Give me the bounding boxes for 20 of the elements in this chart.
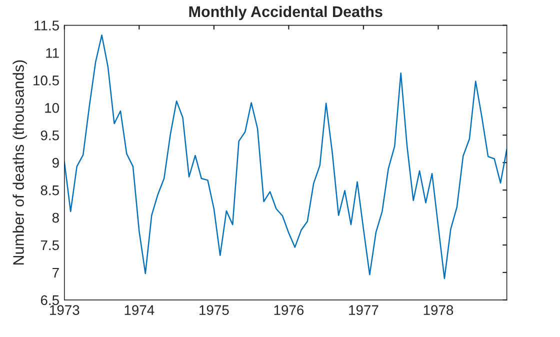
y-tick-label: 6.5 [40, 295, 59, 306]
x-tick-label: 1978 [424, 305, 454, 315]
y-tick-label: 9.5 [40, 130, 59, 140]
y-tick-label: 8.5 [40, 185, 59, 196]
x-tick-label: 1977 [349, 305, 378, 315]
x-tick-label: 1976 [274, 305, 304, 315]
y-tick-label: 11 [46, 48, 59, 58]
y-tick-label: 8 [52, 212, 59, 223]
y-tick-label: 7 [52, 268, 59, 278]
x-tick-label: 1975 [200, 305, 229, 315]
x-tick-label: 1973 [50, 305, 80, 315]
y-tick-label: 10.5 [34, 76, 59, 86]
chart-title: Monthly Accidental Deaths [189, 6, 382, 20]
x-tick-label: 1974 [124, 305, 154, 315]
y-tick-label: 10 [45, 103, 59, 113]
y-tick-label: 9 [52, 158, 59, 168]
y-axis-title: Number of deaths (thousands) [12, 60, 27, 265]
y-tick-label: 7.5 [40, 240, 59, 250]
line-series [64, 34, 507, 280]
y-tick-label: 11.5 [34, 20, 59, 30]
